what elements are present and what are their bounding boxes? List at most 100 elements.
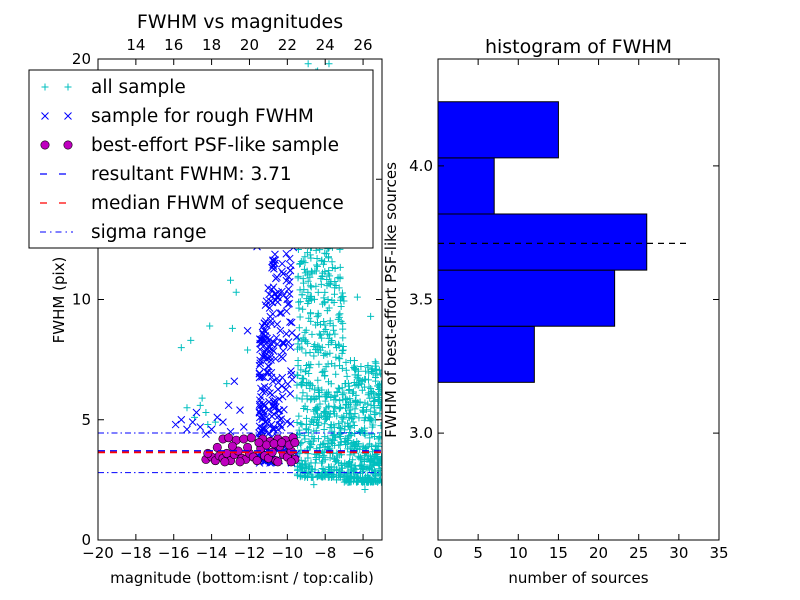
all-sample-point [328, 296, 336, 304]
scatter-x-tick-label: −18 [120, 544, 152, 562]
scatter-ticks: −20−18−16−14−12−10−8−6051015201416182022… [72, 36, 382, 562]
all-sample-point [304, 288, 312, 296]
histogram-bar [437, 101, 559, 159]
rough-sample-point [268, 310, 277, 318]
all-sample-point [314, 421, 322, 429]
rough-sample-point [276, 326, 285, 335]
rough-sample-point [283, 300, 292, 309]
all-sample-point [323, 307, 331, 315]
legend-circle-marker [40, 140, 50, 150]
all-sample-point [223, 380, 231, 388]
all-sample-point [298, 291, 306, 299]
histogram-x-tick-label: 0 [433, 544, 443, 562]
all-sample-point [338, 349, 346, 357]
histogram-title: histogram of FWHM [485, 36, 672, 58]
all-sample-point [296, 298, 304, 306]
rough-sample-point [219, 418, 227, 427]
all-sample-point [321, 397, 329, 405]
rough-sample-point [207, 425, 216, 434]
all-sample-point [374, 452, 382, 460]
histogram-x-tick-label: 30 [669, 544, 688, 562]
all-sample-point [369, 389, 377, 397]
all-sample-point [335, 405, 343, 413]
rough-sample-point [265, 346, 274, 355]
all-sample-point [187, 336, 195, 344]
rough-sample-point [287, 370, 296, 379]
all-sample-point [351, 381, 359, 389]
all-sample-point [352, 397, 360, 405]
all-sample-point [315, 330, 323, 338]
all-sample-point [295, 426, 303, 434]
rough-sample-point [278, 392, 287, 401]
rough-sample-point [271, 274, 280, 283]
all-sample-point [326, 317, 334, 325]
all-sample-point [353, 473, 361, 481]
rough-sample-point [284, 338, 293, 346]
all-sample-point [340, 389, 348, 397]
all-sample-point [294, 357, 302, 365]
all-sample-point [296, 462, 304, 470]
rough-sample-point [273, 340, 282, 348]
rough-sample-point [202, 430, 210, 439]
legend-entry: best-effort PSF-like sample [40, 135, 339, 156]
all-sample-point [374, 459, 382, 467]
all-sample-point [293, 418, 301, 426]
all-sample-point [357, 377, 365, 385]
all-sample-point [361, 473, 369, 481]
all-sample-point [361, 414, 369, 422]
all-sample-point [346, 451, 354, 459]
all-sample-point [321, 249, 329, 257]
all-sample-point [342, 366, 350, 374]
all-sample-point [314, 309, 322, 317]
rough-sample-point [283, 380, 292, 388]
all-sample-point [330, 326, 338, 334]
rough-sample-point [243, 326, 252, 335]
all-sample-point [317, 412, 325, 420]
histogram-bar [437, 325, 535, 383]
all-sample-point [303, 362, 311, 370]
scatter-top-x-tick-label: 14 [126, 36, 145, 54]
all-sample-point [307, 459, 315, 467]
all-sample-point [345, 423, 353, 431]
all-sample-point [307, 254, 315, 262]
all-sample-point [339, 319, 347, 327]
rough-sample-point [265, 304, 274, 312]
rough-sample-point [269, 403, 278, 411]
all-sample-point [299, 305, 307, 313]
histogram-x-tick-label: 20 [589, 544, 608, 562]
all-sample-point [344, 478, 352, 486]
all-sample-point [357, 426, 365, 434]
all-sample-point [371, 458, 379, 466]
all-sample-point [360, 463, 368, 471]
all-sample-point [322, 363, 330, 371]
all-sample-point [301, 253, 309, 261]
rough-sample-point [256, 356, 264, 365]
scatter-top-x-tick-label: 16 [164, 36, 183, 54]
best-sample-point [273, 457, 283, 467]
all-sample-point [331, 265, 339, 273]
all-sample-point [374, 394, 382, 402]
best-sample-point [262, 440, 272, 450]
all-sample-point [355, 414, 363, 422]
all-sample-point [376, 476, 382, 484]
all-sample-point [321, 433, 329, 441]
legend-x-marker [41, 112, 49, 120]
legend-x-marker [64, 112, 72, 120]
all-sample-point [357, 363, 365, 371]
all-sample-point [327, 338, 335, 346]
all-sample-point [339, 334, 347, 342]
all-sample-point [310, 435, 318, 443]
all-sample-point [338, 391, 346, 399]
all-sample-point [295, 298, 303, 306]
rough-sample-point [279, 269, 287, 278]
all-sample-point [303, 392, 311, 400]
best-sample-point [227, 441, 237, 451]
rough-sample-point [282, 249, 291, 258]
rough-sample-point [285, 254, 294, 263]
best-sample-point [252, 456, 262, 466]
all-sample-point [336, 397, 344, 405]
all-sample-point [361, 431, 369, 439]
all-sample-point [355, 452, 363, 460]
all-sample-point [323, 275, 331, 283]
